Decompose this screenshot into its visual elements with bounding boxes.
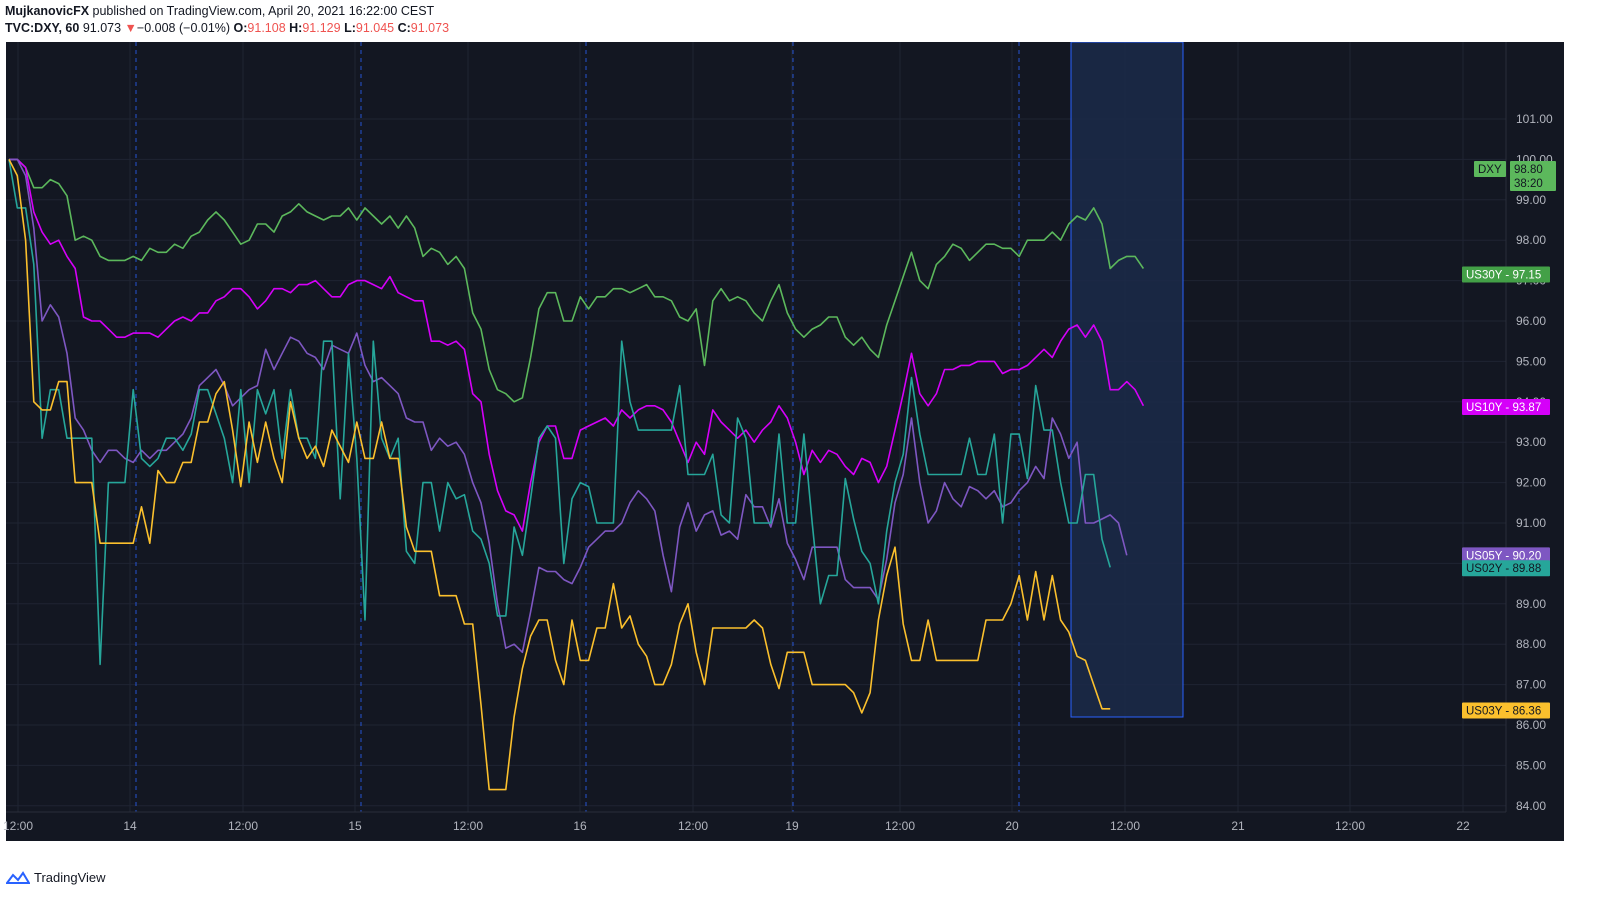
tag-us30y: US30Y - 97.15 [1462, 266, 1550, 283]
y-tick-label: 89.00 [1516, 597, 1546, 611]
x-tick-label: 19 [785, 819, 799, 833]
x-tick-label: 12:00 [885, 819, 915, 833]
symbol-label[interactable]: TVC:DXY, 60 [5, 21, 80, 35]
high-value: 91.129 [302, 21, 341, 35]
price-change: −0.008 (−0.01%) [136, 21, 231, 35]
tag-us30y-text: US30Y - 97.15 [1466, 270, 1541, 282]
dxy-name-tag: DXY [1474, 161, 1506, 177]
down-arrow-icon: ▼ [124, 21, 137, 35]
last-price: 91.073 [82, 21, 122, 35]
y-tick-label: 83.00 [1516, 839, 1546, 841]
symbol-legend: TVC:DXY, 60 91.073 ▼−0.008 (−0.01%) O:91… [5, 21, 449, 35]
tag-us05y-text: US05Y - 90.20 [1466, 550, 1541, 562]
tag-us02y-bg [1462, 560, 1550, 577]
tradingview-logo-icon[interactable] [6, 870, 30, 885]
x-tick-label: 12:00 [228, 819, 258, 833]
y-tick-label: 99.00 [1516, 193, 1546, 207]
low-label: L: [344, 21, 356, 35]
tag-us03y: US03Y - 86.36 [1462, 702, 1550, 719]
x-tick-label: 12:00 [3, 819, 33, 833]
open-value: 91.108 [247, 21, 286, 35]
x-tick-label: 12:00 [453, 819, 483, 833]
x-tick-label: 20 [1005, 819, 1019, 833]
published-text: published on TradingView.com, April 20, … [92, 4, 435, 18]
tag-us02y-text: US02Y - 89.88 [1466, 563, 1541, 575]
dxy-countdown-tag-text: 38:20 [1514, 178, 1543, 190]
y-tick-label: 92.00 [1516, 476, 1546, 490]
x-tick-label: 21 [1231, 819, 1245, 833]
price-chart[interactable]: 101.00100.0099.0098.0097.0096.0095.0094.… [0, 42, 1564, 841]
dxy-name-tag-bg [1474, 161, 1506, 177]
x-tick-label: 15 [348, 819, 362, 833]
series-group [8, 158, 1145, 791]
x-tick-label: 22 [1456, 819, 1470, 833]
high-label: H: [289, 21, 303, 35]
y-tick-label: 84.00 [1516, 799, 1546, 813]
y-tick-label: 88.00 [1516, 637, 1546, 651]
dxy-countdown-tag-bg [1510, 175, 1556, 191]
footer-branding: TradingView [6, 870, 106, 885]
y-tick-label: 87.00 [1516, 678, 1546, 692]
tag-us30y-bg [1462, 266, 1550, 283]
y-tick-label: 96.00 [1516, 314, 1546, 328]
tag-us05y-bg [1462, 547, 1550, 564]
tag-us10y-bg [1462, 399, 1550, 416]
x-tick-label: 12:00 [1110, 819, 1140, 833]
y-tick-label: 101.00 [1516, 112, 1553, 126]
tag-us05y: US05Y - 90.20 [1462, 547, 1550, 564]
plot-background [6, 42, 1564, 812]
tag-us10y: US10Y - 93.87 [1462, 399, 1550, 416]
x-tick-label: 16 [573, 819, 587, 833]
close-value: 91.073 [410, 21, 450, 35]
author-name[interactable]: MujkanovicFX [5, 4, 90, 18]
close-label: C: [397, 21, 411, 35]
y-tick-label: 95.00 [1516, 354, 1546, 368]
dxy-price-tag-text: 98.80 [1514, 164, 1543, 176]
series-line-us10y[interactable] [9, 158, 1145, 532]
publish-info: MujkanovicFX published on TradingView.co… [5, 4, 434, 18]
tag-us03y-bg [1462, 702, 1550, 719]
x-tick-label: 14 [123, 819, 137, 833]
dxy-price-tag: 98.80 [1510, 161, 1556, 177]
y-tick-label: 86.00 [1516, 718, 1546, 732]
series-line-us02y[interactable] [8, 159, 1111, 666]
y-tick-label: 85.00 [1516, 758, 1546, 772]
x-tick-label: 12:00 [1335, 819, 1365, 833]
y-tick-label: 93.00 [1516, 435, 1546, 449]
dxy-name-tag-text: DXY [1478, 164, 1502, 176]
low-value: 91.045 [355, 21, 395, 35]
tag-us03y-text: US03Y - 86.36 [1466, 705, 1541, 717]
dxy-countdown-tag: 38:20 [1510, 175, 1556, 191]
tag-us10y-text: US10Y - 93.87 [1466, 402, 1541, 414]
highlight-range-box[interactable] [1070, 42, 1184, 718]
time-axis-background [6, 812, 1564, 841]
dxy-price-tag-bg [1510, 161, 1556, 177]
series-line-dxy[interactable] [9, 158, 1145, 403]
x-tick-label: 12:00 [678, 819, 708, 833]
series-line-us05y[interactable] [9, 158, 1128, 654]
brand-name[interactable]: TradingView [34, 870, 106, 885]
y-tick-label: 98.00 [1516, 233, 1546, 247]
open-label: O: [233, 21, 248, 35]
y-tick-label: 91.00 [1516, 516, 1546, 530]
tag-us02y: US02Y - 89.88 [1462, 560, 1550, 577]
series-line-us03y[interactable] [8, 159, 1111, 791]
